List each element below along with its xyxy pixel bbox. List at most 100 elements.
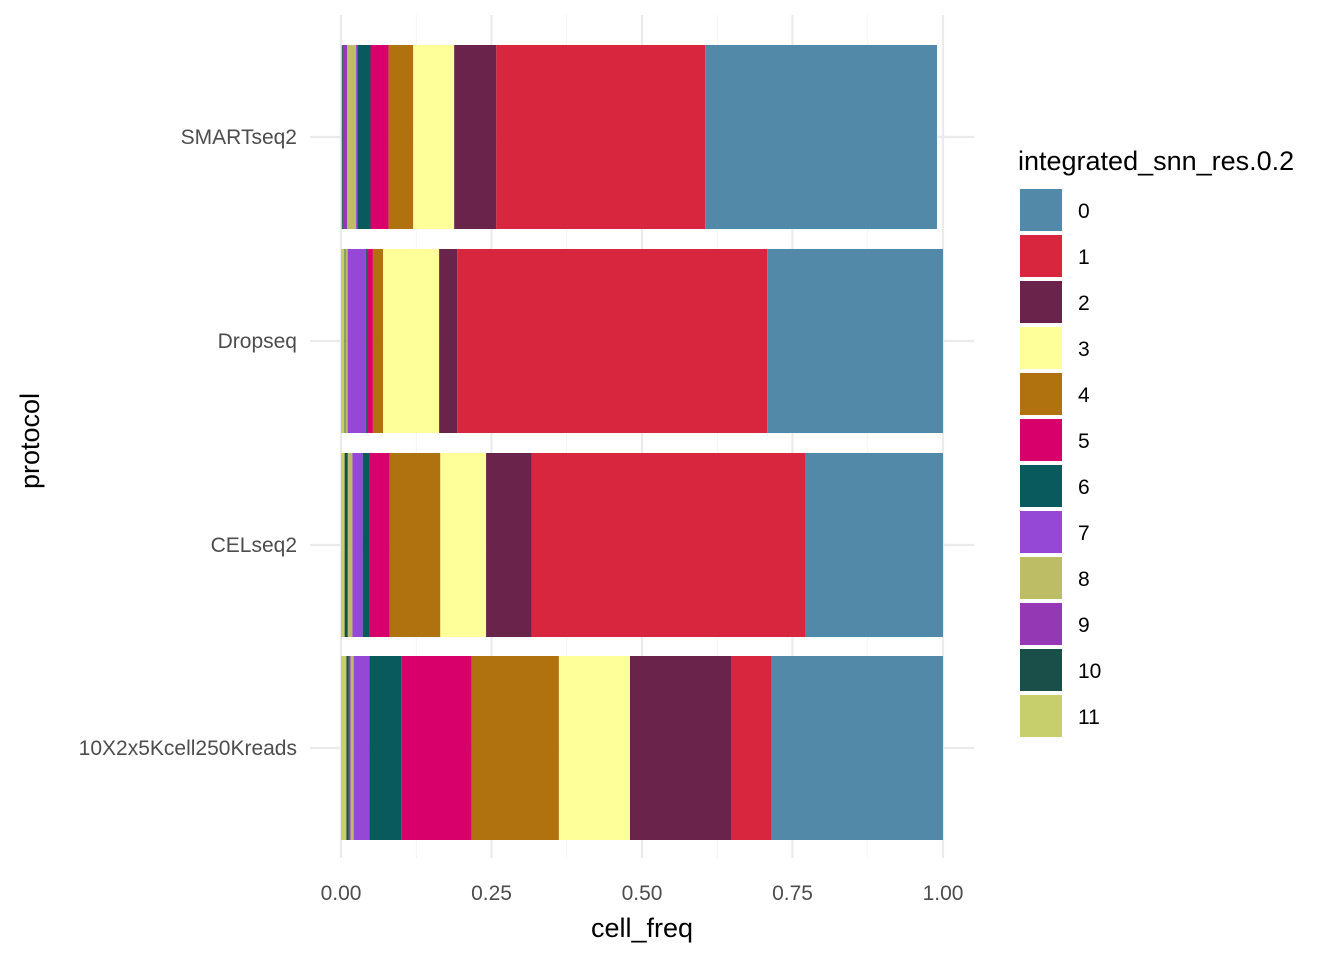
- bar-segment-SMARTseq2-cluster-9: [343, 45, 348, 229]
- x-tick-label: 0.50: [622, 882, 663, 905]
- bar-segment-SMARTseq2-cluster-3: [413, 45, 455, 229]
- x-tick-label: 0.25: [471, 882, 512, 905]
- bar-segment-CELseq2-cluster-8: [348, 453, 353, 637]
- bar-segment-10X2x5Kcell250Kreads-cluster-3: [558, 656, 630, 840]
- bar-group-CELseq2: [341, 453, 943, 637]
- bar-segment-SMARTseq2-cluster-2: [454, 45, 497, 229]
- bar-segment-SMARTseq2-cluster-5: [370, 45, 389, 229]
- bars: [341, 45, 943, 840]
- legend-label: 5: [1078, 430, 1090, 453]
- legend-label: 9: [1078, 614, 1090, 637]
- legend-swatch: [1020, 419, 1062, 461]
- bar-segment-Dropseq-cluster-6: [365, 249, 367, 433]
- legend-item-6: 6: [1020, 465, 1090, 507]
- legend-swatch: [1020, 189, 1062, 231]
- legend: integrated_snn_res.0.2 0 1 2 3 4 5 6 7 8 9 10 11: [1018, 146, 1294, 737]
- legend-swatch: [1020, 281, 1062, 323]
- bar-segment-CELseq2-cluster-10: [344, 453, 348, 637]
- legend-swatch: [1020, 511, 1062, 553]
- bar-segment-CELseq2-cluster-0: [805, 453, 943, 637]
- legend-item-5: 5: [1020, 419, 1090, 461]
- bar-segment-Dropseq-cluster-3: [383, 249, 440, 433]
- legend-swatch: [1020, 603, 1062, 645]
- legend-label: 0: [1078, 200, 1090, 223]
- bar-segment-SMARTseq2-cluster-0: [705, 45, 937, 229]
- legend-label: 2: [1078, 292, 1090, 315]
- bar-segment-CELseq2-cluster-5: [369, 453, 390, 637]
- legend-swatch: [1020, 235, 1062, 277]
- bar-segment-SMARTseq2-cluster-1: [496, 45, 706, 229]
- legend-label: 3: [1078, 338, 1090, 361]
- bar-segment-CELseq2-cluster-1: [531, 453, 806, 637]
- bar-group-SMARTseq2: [341, 45, 937, 229]
- y-tick-label: Dropseq: [218, 330, 297, 353]
- y-tick-label: SMARTseq2: [181, 126, 297, 149]
- x-tick-label: 0.00: [321, 882, 362, 905]
- bar-segment-10X2x5Kcell250Kreads-cluster-2: [629, 656, 732, 840]
- bar-segment-CELseq2-cluster-2: [486, 453, 532, 637]
- bar-segment-Dropseq-cluster-7: [347, 249, 366, 433]
- x-tick-label: 1.00: [923, 882, 964, 905]
- legend-swatch: [1020, 649, 1062, 691]
- legend-swatch: [1020, 373, 1062, 415]
- legend-item-0: 0: [1020, 189, 1090, 231]
- bar-segment-10X2x5Kcell250Kreads-cluster-0: [771, 656, 943, 840]
- legend-label: 11: [1078, 706, 1100, 729]
- bar-segment-10X2x5Kcell250Kreads-cluster-8: [350, 656, 354, 840]
- bar-segment-CELseq2-cluster-6: [362, 453, 370, 637]
- legend-item-8: 8: [1020, 557, 1090, 599]
- bar-segment-Dropseq-cluster-10: [344, 249, 346, 433]
- legend-label: 1: [1078, 246, 1090, 269]
- bar-group-10X2x5Kcell250Kreads: [341, 656, 943, 840]
- legend-item-10: 10: [1020, 649, 1101, 691]
- legend-label: 10: [1078, 660, 1101, 683]
- bar-segment-SMARTseq2-cluster-10: [342, 45, 344, 229]
- bar-segment-CELseq2-cluster-9: [347, 453, 349, 637]
- legend-item-3: 3: [1020, 327, 1090, 369]
- y-axis-title: protocol: [15, 393, 45, 489]
- legend-swatch: [1020, 327, 1062, 369]
- legend-item-9: 9: [1020, 603, 1090, 645]
- bar-segment-CELseq2-cluster-3: [440, 453, 487, 637]
- bar-group-Dropseq: [341, 249, 943, 433]
- bar-segment-Dropseq-cluster-4: [372, 249, 384, 433]
- bar-segment-Dropseq-cluster-0: [767, 249, 943, 433]
- bar-segment-10X2x5Kcell250Kreads-cluster-5: [401, 656, 472, 840]
- bar-segment-SMARTseq2-cluster-4: [388, 45, 414, 229]
- bar-segment-Dropseq-cluster-2: [439, 249, 458, 433]
- legend-label: 7: [1078, 522, 1090, 545]
- legend-swatch: [1020, 465, 1062, 507]
- legend-item-1: 1: [1020, 235, 1090, 277]
- legend-label: 8: [1078, 568, 1090, 591]
- legend-item-7: 7: [1020, 511, 1090, 553]
- bar-segment-10X2x5Kcell250Kreads-cluster-4: [471, 656, 559, 840]
- legend-label: 6: [1078, 476, 1090, 499]
- bar-segment-CELseq2-cluster-7: [352, 453, 363, 637]
- y-tick-label: CELseq2: [211, 534, 297, 557]
- bar-segment-Dropseq-cluster-8: [345, 249, 348, 433]
- bar-segment-10X2x5Kcell250Kreads-cluster-9: [348, 656, 351, 840]
- bar-segment-10X2x5Kcell250Kreads-cluster-10: [346, 656, 349, 840]
- x-axis-ticks: 0.00 0.25 0.50 0.75 1.00: [321, 882, 964, 905]
- legend-swatch: [1020, 695, 1062, 737]
- legend-item-2: 2: [1020, 281, 1090, 323]
- bar-segment-SMARTseq2-cluster-7: [356, 45, 358, 229]
- legend-item-11: 11: [1020, 695, 1100, 737]
- bar-segment-Dropseq-cluster-11: [341, 249, 345, 433]
- bar-segment-SMARTseq2-cluster-6: [357, 45, 371, 229]
- legend-label: 4: [1078, 384, 1090, 407]
- x-axis-title: cell_freq: [591, 913, 693, 943]
- y-tick-label: 10X2x5Kcell250Kreads: [79, 737, 297, 760]
- y-axis-ticks: SMARTseq2 Dropseq CELseq2 10X2x5Kcell250Kre…: [79, 126, 297, 760]
- bar-segment-SMARTseq2-cluster-8: [347, 45, 357, 229]
- bar-segment-Dropseq-cluster-1: [457, 249, 768, 433]
- x-tick-label: 0.75: [772, 882, 813, 905]
- bar-segment-10X2x5Kcell250Kreads-cluster-11: [341, 656, 347, 840]
- bar-segment-CELseq2-cluster-4: [389, 453, 441, 637]
- bar-segment-Dropseq-cluster-9: [345, 249, 346, 433]
- bar-segment-SMARTseq2-cluster-11: [341, 45, 343, 229]
- legend-swatch: [1020, 557, 1062, 599]
- bar-segment-10X2x5Kcell250Kreads-cluster-6: [369, 656, 402, 840]
- bar-segment-Dropseq-cluster-5: [366, 249, 373, 433]
